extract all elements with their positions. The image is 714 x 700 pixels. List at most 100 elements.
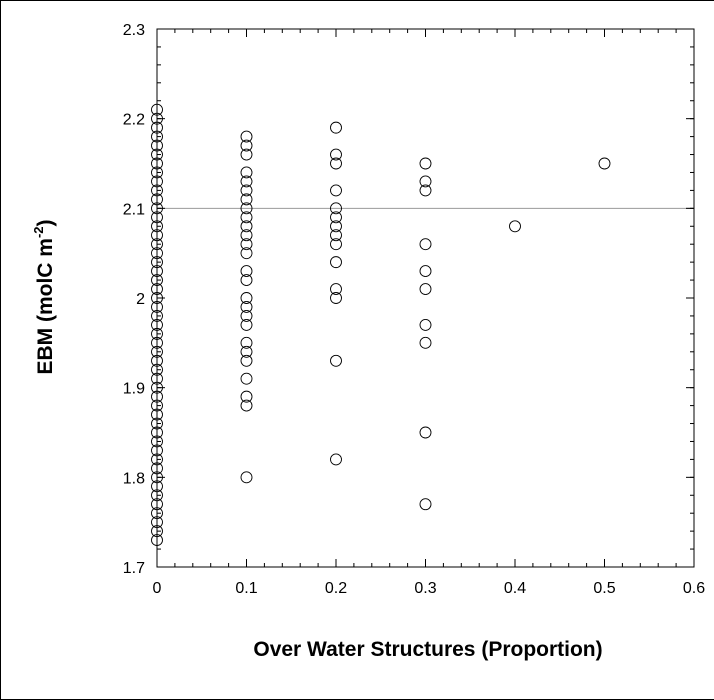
x-tick-label: 0.6 [683,580,705,597]
data-point [151,193,163,206]
x-tick-label: 0.4 [504,580,526,597]
data-point [330,354,342,367]
data-point [240,471,253,484]
data-point [151,471,163,484]
y-tick-label: 2.3 [123,22,145,39]
data-point [151,345,163,358]
data-point [240,318,253,331]
y-tick-label: 1.9 [123,381,145,398]
y-tick-label: 2.1 [123,201,145,218]
data-point [419,498,432,511]
data-point [151,148,163,161]
data-point [240,336,253,349]
data-point [151,247,163,260]
data-point [240,229,253,242]
y-axis-title-close: ) [34,219,57,226]
data-point [240,202,253,215]
data-point [419,157,432,170]
data-point [151,336,163,349]
data-point [419,265,432,278]
data-point [151,327,163,340]
data-point [240,309,253,322]
data-point [419,238,432,251]
data-point [151,444,163,457]
data-points [151,103,611,547]
data-point [151,256,163,269]
y-tick-label: 2.2 [123,112,145,129]
data-point [151,426,163,439]
data-point [151,157,163,170]
data-point [240,193,253,206]
data-point [330,184,342,197]
x-tick-label: 0.3 [414,580,436,597]
x-tick-label: 0.5 [593,580,615,597]
data-point [151,417,163,430]
data-point [151,139,163,152]
data-point [240,130,253,143]
data-point [151,292,163,304]
data-point [419,175,432,188]
data-point [151,112,163,125]
data-point [151,534,163,547]
y-axis-title-main: EBM (molC m [34,238,57,375]
y-tick-labels: 1.7 1.8 1.9 2 2.1 2.2 2.3 [123,22,145,577]
data-point [151,435,163,448]
data-point [240,139,253,152]
data-point [240,238,253,251]
data-point [240,211,253,224]
data-point [151,309,163,322]
data-point [151,238,163,251]
data-point [240,274,253,287]
data-point [151,489,163,502]
x-tick-label: 0.1 [235,580,257,597]
data-point [151,318,163,331]
data-point [151,453,163,466]
y-tick-label: 1.8 [123,470,145,487]
data-point [240,301,253,313]
data-point [240,148,253,161]
data-point [240,372,253,385]
data-point [151,229,163,242]
data-point [151,166,163,179]
data-point [151,202,163,215]
data-point [330,148,342,161]
data-point [240,292,253,304]
data-point [151,184,163,197]
data-point [419,426,432,439]
data-point [330,121,342,134]
data-point [509,220,521,233]
data-point [240,184,253,197]
data-point [240,247,253,260]
data-point [330,283,342,295]
data-point [330,238,342,251]
data-point [151,354,163,367]
data-point [330,157,342,170]
data-point [419,318,432,331]
data-point [151,283,163,295]
major-ticks [156,28,695,568]
data-point [240,354,253,367]
data-point [330,220,342,233]
data-point [330,453,342,466]
x-tick-label: 0 [153,580,162,597]
scatter-chart: 0 0.1 0.2 0.3 0.4 0.5 0.6 1.71.81.922.12.22.3 … [31,22,706,661]
data-point [151,130,163,143]
data-point [151,408,163,421]
data-point [151,390,163,403]
data-point [151,301,163,313]
data-point [151,121,163,134]
y-axis-title: EBM (molC m-2) [31,219,57,374]
data-point [151,175,163,188]
data-point [419,336,432,349]
data-point [151,363,163,376]
data-point [330,292,342,304]
x-tick-labels: 0 0.1 0.2 0.3 0.4 0.5 0.6 [153,580,706,597]
data-point [330,229,342,242]
data-point [240,220,253,233]
data-point [151,399,163,412]
data-point [151,103,163,116]
data-point [151,220,163,233]
data-point [240,166,253,179]
